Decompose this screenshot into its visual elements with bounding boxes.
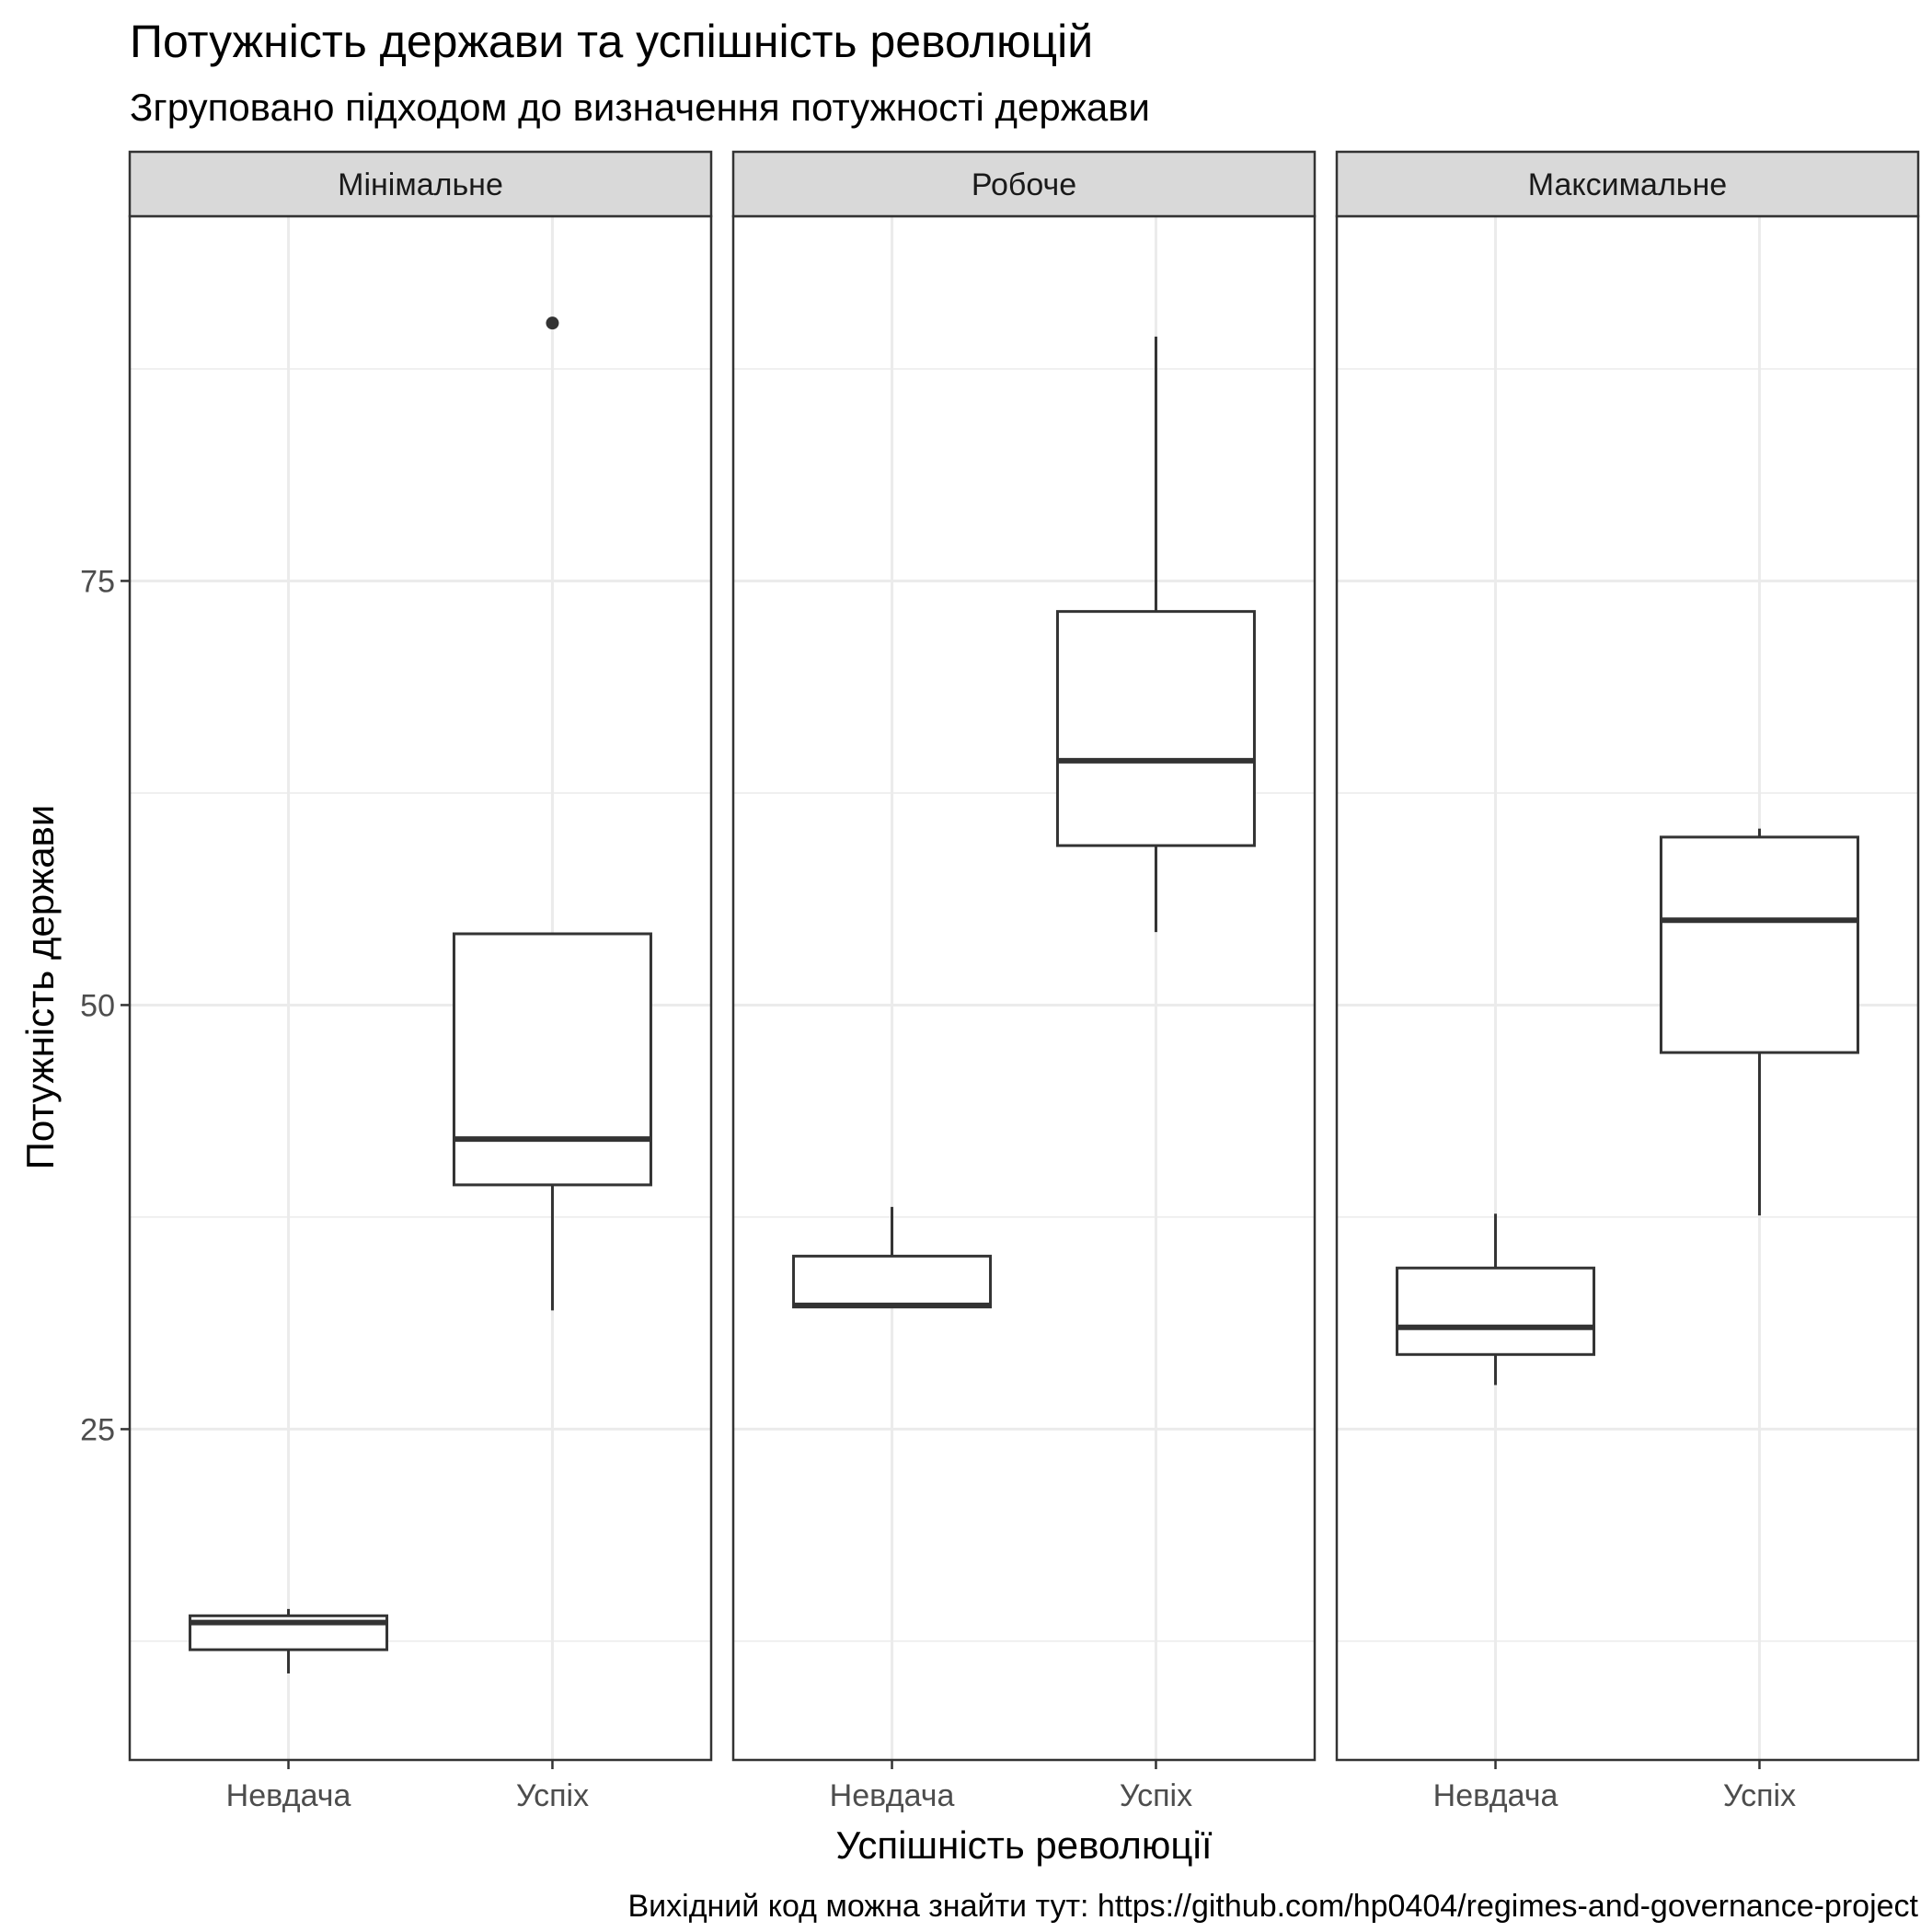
facet-panel-2: Робоче Невдача Успіх <box>731 150 1317 1813</box>
facet-strip <box>128 150 713 218</box>
y-tick-label: 75 <box>80 564 115 599</box>
chart-caption: Вихідний код можна знайти тут: https://g… <box>627 1889 1918 1924</box>
outlier-point <box>546 316 559 330</box>
facet-strip <box>731 150 1317 218</box>
panel-background <box>733 216 1315 1760</box>
box-iqr <box>792 1254 993 1309</box>
x-tick-label: Невдача <box>830 1778 955 1813</box>
x-tick-label: Успіх <box>1120 1778 1192 1813</box>
x-tick-label: Успіх <box>516 1778 589 1813</box>
chart-subtitle: Згруповано підходом до визначення потужн… <box>130 86 1150 129</box>
facet-strip-label: Максимальне <box>1528 167 1727 202</box>
box-iqr <box>1055 610 1256 847</box>
box-3-1 <box>1396 1213 1596 1386</box>
box-3-2 <box>1659 828 1859 1216</box>
y-axis: 25 50 75 <box>80 564 130 1447</box>
box-iqr <box>1659 835 1859 1054</box>
box-2-1 <box>792 1206 993 1309</box>
box-iqr <box>452 932 652 1187</box>
x-tick-label: Успіх <box>1723 1778 1796 1813</box>
facet-strip-label: Мінімальне <box>338 167 503 202</box>
box-1-2 <box>452 316 652 1311</box>
facet-strip-label: Робоче <box>972 167 1076 202</box>
box-2-2 <box>1055 336 1256 933</box>
y-tick-label: 50 <box>80 988 115 1023</box>
facet-panels: Мінімальне Невдача Успіх Робоче Невдача Успіх… <box>128 150 1920 1813</box>
x-tick-label: Невдача <box>226 1778 351 1813</box>
facet-strip <box>1335 150 1920 218</box>
box-iqr <box>1396 1266 1596 1356</box>
y-tick-label: 25 <box>80 1412 115 1447</box>
box-1-1 <box>189 1608 389 1673</box>
chart-title: Потужність держави та успішність революц… <box>130 16 1093 67</box>
x-tick-label: Невдача <box>1433 1778 1558 1813</box>
facet-panel-1: Мінімальне Невдача Успіх <box>128 150 713 1813</box>
x-axis-label: Успішність революції <box>835 1823 1212 1867</box>
facet-panel-3: Максимальне Невдача Успіх <box>1335 150 1920 1813</box>
y-axis-label: Потужність держави <box>18 805 62 1170</box>
